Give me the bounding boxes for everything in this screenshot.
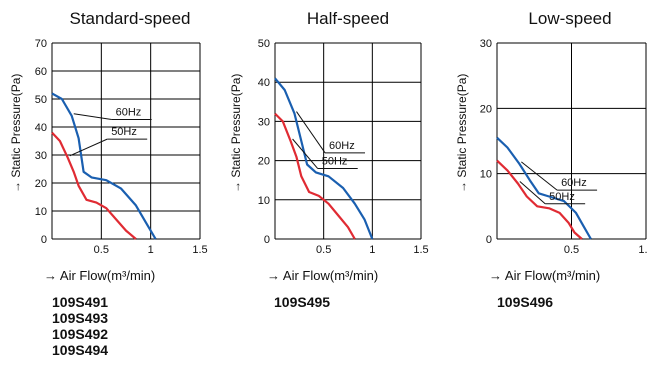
legend-leader-60Hz-standard [73, 113, 112, 121]
y-tick-label-standard: 50 [35, 94, 47, 106]
model-number: 109S491 [52, 294, 109, 310]
y-tick-label-standard: 10 [35, 206, 47, 218]
legend-label-50Hz-low: 50Hz [549, 191, 575, 203]
y-tick-label-low: 10 [480, 169, 492, 181]
legend-leader-60Hz-half [296, 111, 326, 154]
legend-label-50Hz-standard: 50Hz [111, 126, 137, 138]
y-tick-label-half: 20 [258, 156, 270, 168]
x-axis-label-half: → Air Flow(m³/min) [267, 268, 378, 283]
x-tick-label-half: 1.5 [413, 244, 428, 256]
legend-label-60Hz-half: 60Hz [329, 140, 355, 152]
y-tick-label-standard: 60 [35, 66, 47, 78]
y-tick-label-half: 30 [258, 116, 270, 128]
x-axis-label-low: → Air Flow(m³/min) [489, 268, 600, 283]
x-tick-label-standard: 1.5 [192, 244, 207, 256]
chart-title-half: Half-speed [307, 9, 389, 28]
y-tick-label-standard: 0 [41, 234, 47, 246]
legend-label-60Hz-low: 60Hz [561, 177, 587, 189]
y-tick-label-standard: 30 [35, 150, 47, 162]
models-low: 109S496 [497, 294, 553, 310]
series-line-50Hz-standard [51, 131, 137, 240]
x-tick-label-half: 1 [369, 244, 375, 256]
y-tick-label-low: 30 [480, 38, 492, 50]
series-line-60Hz-low [496, 136, 592, 240]
legend-leader-50Hz-low [519, 181, 546, 205]
models-standard: 109S491 109S493 109S492 109S494 [52, 294, 108, 358]
y-tick-label-low: 0 [486, 234, 492, 246]
y-tick-label-low: 20 [480, 103, 492, 115]
y-tick-label-half: 10 [258, 195, 270, 207]
model-number: 109S496 [497, 294, 554, 310]
y-tick-label-standard: 20 [35, 178, 47, 190]
series-line-50Hz-half [274, 112, 356, 240]
x-tick-label-standard: 1 [148, 244, 154, 256]
series-line-60Hz-half [274, 77, 374, 240]
series-line-60Hz-standard [51, 92, 157, 240]
legend-leader-50Hz-half [292, 138, 319, 169]
x-tick-label-low: 0.5 [564, 244, 579, 256]
y-tick-label-standard: 70 [35, 38, 47, 50]
y-tick-label-half: 40 [258, 77, 270, 89]
x-axis-label-standard: → Air Flow(m³/min) [44, 268, 155, 283]
legend-label-50Hz-half: 50Hz [322, 156, 348, 168]
model-number: 109S492 [52, 326, 109, 342]
legend-leader-50Hz-standard [69, 138, 108, 157]
y-tick-label-half: 50 [258, 38, 270, 50]
chart-title-low: Low-speed [528, 9, 611, 28]
y-axis-label-low: → Static Pressure(Pa) [455, 74, 469, 193]
series-line-50Hz-low [496, 159, 583, 240]
legend-label-60Hz-standard: 60Hz [116, 107, 142, 119]
model-number: 109S493 [52, 310, 109, 326]
x-tick-label-half: 0.5 [316, 244, 331, 256]
model-number: 109S494 [52, 342, 109, 358]
legend-leader-60Hz-low [521, 161, 558, 191]
x-tick-label-standard: 0.5 [94, 244, 109, 256]
x-tick-label-low: 1.0 [638, 244, 647, 256]
y-axis-label-standard: → Static Pressure(Pa) [9, 74, 23, 193]
y-tick-label-half: 0 [264, 234, 270, 246]
models-half: 109S495 [274, 294, 330, 310]
chart-title-standard: Standard-speed [70, 9, 191, 28]
y-tick-label-standard: 40 [35, 122, 47, 134]
y-axis-label-half: → Static Pressure(Pa) [229, 74, 243, 193]
model-number: 109S495 [274, 294, 331, 310]
